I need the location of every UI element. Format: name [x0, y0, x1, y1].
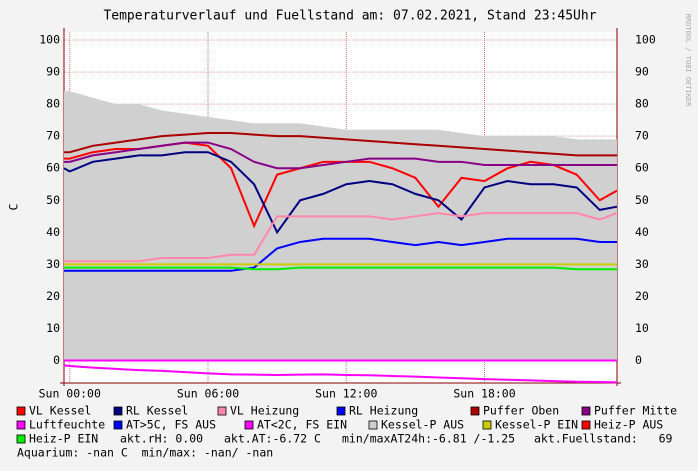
- line: [64, 266, 617, 271]
- legend-swatch: [368, 420, 378, 430]
- line: [63, 364, 618, 384]
- y2-tick-label: 20: [635, 289, 649, 303]
- y-tick-label: 20: [46, 289, 60, 303]
- legend-swatch: [336, 406, 346, 416]
- y2-tick-label: 100: [635, 33, 656, 47]
- legend-swatch: [113, 420, 123, 430]
- legend-swatch: [581, 406, 591, 416]
- status-text: akt.rH: 0.00: [120, 432, 203, 446]
- legend-label: Heiz-P EIN: [29, 432, 98, 446]
- y2-tick-label: 40: [635, 225, 649, 239]
- chart-title: Temperaturverlauf und Fuellstand am: 07.…: [103, 9, 596, 24]
- legend-swatch: [113, 406, 123, 416]
- x-tick-label: Sun 12:00: [315, 387, 377, 401]
- y-tick-label: 70: [46, 129, 60, 143]
- y2-tick-label: 0: [635, 353, 642, 367]
- y2-tick-label: 30: [635, 257, 649, 271]
- y-tick-label: 30: [46, 257, 60, 271]
- status-text: min/maxAT24h:-6.81 /-1.25: [342, 432, 515, 446]
- legend-label: VL Kessel: [29, 404, 91, 418]
- legend-label: AT>5C, FS AUS: [126, 418, 216, 432]
- line: [64, 212, 618, 263]
- y-tick-label: 60: [46, 161, 60, 175]
- x-tick-label: Sun 18:00: [453, 387, 515, 401]
- legend-label: RL Heizung: [349, 404, 418, 418]
- legend-label: RL Kessel: [126, 404, 188, 418]
- line: [64, 131, 617, 157]
- y-axis-label: C: [7, 203, 21, 210]
- legend-label: Puffer Oben: [483, 404, 559, 418]
- line: [64, 237, 617, 272]
- y2-tick-label: 90: [635, 65, 649, 79]
- legend-label: VL Heizung: [230, 404, 299, 418]
- y2-tick-label: 50: [635, 193, 649, 207]
- legend-label: AT<2C, FS EIN: [257, 418, 347, 432]
- legend-label: Kessel-P AUS: [381, 418, 464, 432]
- legend-label: Luftfeuchte: [29, 418, 105, 432]
- legend-swatch: [16, 420, 26, 430]
- x-tick-label: Sun 00:00: [39, 387, 101, 401]
- y2-tick-label: 10: [635, 321, 649, 335]
- status-text: akt.Fuellstand: 69: [534, 432, 673, 446]
- y-tick-label: 10: [46, 321, 60, 335]
- y-tick-label: 40: [46, 225, 60, 239]
- legend-label: Puffer Mitte: [594, 404, 677, 418]
- status-text: akt.AT:-6.72 C: [224, 432, 321, 446]
- y-tick-label: 90: [46, 65, 60, 79]
- legend-swatch: [217, 406, 227, 416]
- x-tick-label: Sun 06:00: [177, 387, 239, 401]
- y-tick-label: 0: [53, 353, 60, 367]
- legend-swatch: [16, 434, 26, 444]
- y2-tick-label: 80: [635, 97, 649, 111]
- y-tick-label: 80: [46, 97, 60, 111]
- legend-label: Kessel-P EIN: [495, 418, 578, 432]
- y2-tick-label: 70: [635, 129, 649, 143]
- y-tick-label: 50: [46, 193, 60, 207]
- line: [63, 151, 618, 235]
- y2-tick-label: 60: [635, 161, 649, 175]
- legend-swatch: [581, 420, 591, 430]
- line: [64, 141, 617, 170]
- legend-label: Heiz-P AUS: [594, 418, 663, 432]
- area: [64, 91, 617, 361]
- watermark: RRDTOOL / TOBI OETIKER: [684, 14, 692, 108]
- legend-swatch: [16, 406, 26, 416]
- footer-text: Aquarium: -nan C min/max: -nan/ -nan: [17, 446, 273, 460]
- y-tick-label: 100: [39, 33, 60, 47]
- legend-swatch: [482, 420, 492, 430]
- legend-swatch: [244, 420, 254, 430]
- legend-swatch: [470, 406, 480, 416]
